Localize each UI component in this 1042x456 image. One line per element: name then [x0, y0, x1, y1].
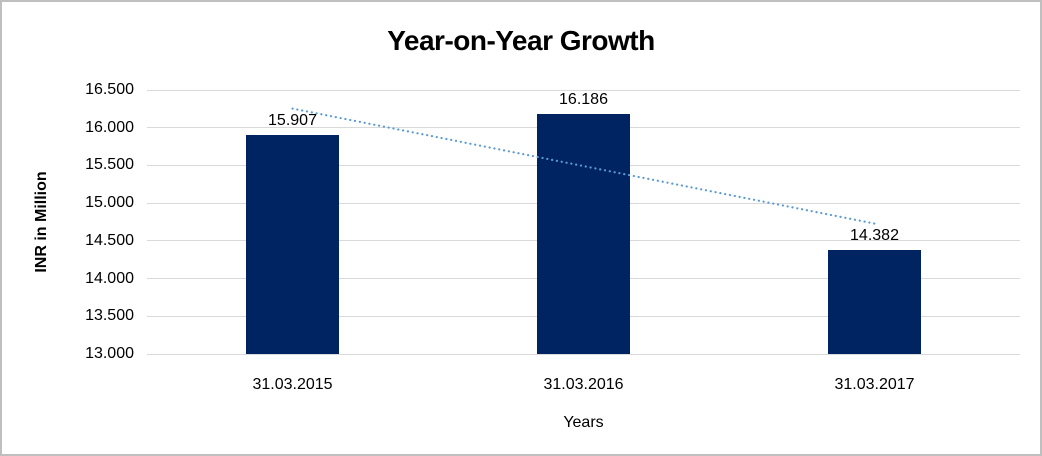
chart-title: Year-on-Year Growth [387, 25, 655, 56]
y-tick-label: 15.500 [85, 156, 134, 174]
y-axis-title: INR in Million [33, 171, 50, 273]
x-category-label: 31.03.2017 [834, 376, 915, 393]
bar-31.03.2017[interactable] [828, 249, 921, 354]
gridline [147, 353, 1020, 355]
bar-31.03.2016[interactable] [537, 113, 630, 354]
y-tick-label: 14.500 [85, 231, 134, 249]
trendline [291, 107, 876, 225]
bar-31.03.2015[interactable] [246, 134, 339, 354]
data-label: 16.186 [559, 90, 608, 108]
plot-area: 15.907 16.186 14.382 [147, 89, 1020, 355]
x-axis-title: Years [563, 414, 604, 431]
y-tick-label: 13.500 [85, 307, 134, 325]
y-tick-label: 16.500 [85, 81, 134, 98]
data-label: 14.382 [850, 226, 899, 244]
trendline-dotted [291, 107, 876, 225]
y-tick-label: 13.000 [85, 345, 134, 362]
x-category-label: 31.03.2015 [252, 376, 333, 393]
y-tick-label: 16.000 [85, 118, 134, 136]
x-category-label: 31.03.2016 [543, 376, 624, 393]
y-tick-label: 15.000 [85, 194, 134, 212]
gridline [147, 89, 1020, 91]
data-label: 15.907 [268, 111, 317, 129]
y-tick-label: 14.000 [85, 269, 134, 287]
